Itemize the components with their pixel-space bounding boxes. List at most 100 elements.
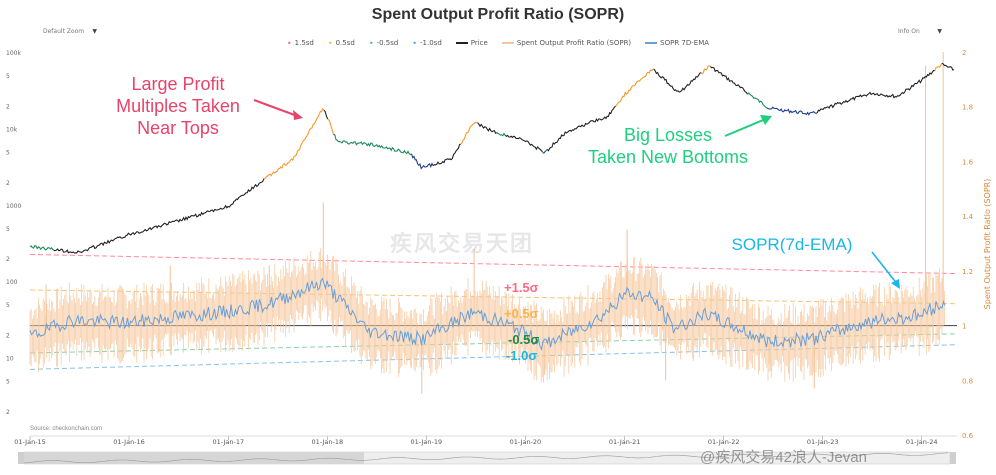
info-toggle[interactable]: Info On ▼ (895, 24, 945, 38)
y-right-tick-label: 1 (962, 323, 966, 331)
y-left-tick-label: 100 (6, 279, 18, 286)
y-left-tick-label: 1000 (6, 203, 21, 210)
arrow-sopr-ema (871, 251, 899, 286)
scroll-left-handle (18, 452, 24, 464)
x-tick-label: 01-Jan-20 (510, 438, 542, 446)
y-right-axis-title: Spent Output Profit Ratio (SOPR) (983, 179, 992, 310)
band-label-minus-1-0: -1.0σ (506, 348, 538, 363)
arrow-head-icon (891, 279, 900, 289)
price-line-segment (263, 107, 325, 180)
y-left-tick-label: 2 (6, 333, 10, 340)
legend-label: Spent Output Profit Ratio (SOPR) (516, 39, 632, 47)
y-right-tick-label: 0.6 (962, 432, 974, 440)
legend-item[interactable]: Price (455, 39, 488, 47)
chart-legend: • 1.5sd • 0.5sd • -0.5sd • -1.0sd Price Spent Out… (0, 39, 996, 47)
band-label-plus-1-5: +1.5σ (504, 280, 539, 295)
price-line-segment (653, 68, 702, 93)
legend-item[interactable]: SOPR 7D-EMA (645, 39, 709, 47)
chevron-down-icon: ▼ (92, 27, 97, 35)
annotation-large-profit: Large Profit Multiples Taken Near Tops (98, 73, 258, 139)
price-line-segment (546, 105, 616, 152)
y-left-tick-label: 5 (6, 302, 10, 309)
price-line-segment (615, 68, 655, 107)
band-0.5sd (29, 289, 958, 305)
legend-label: Price (470, 39, 488, 47)
annotation-line: Taken New Bottoms (587, 147, 749, 167)
price-line-segment (29, 244, 55, 251)
legend-swatch: • (368, 38, 374, 48)
price-line-segment (816, 69, 935, 114)
x-tick-label: 01-Jan-24 (906, 438, 938, 446)
price-line-segment (496, 132, 506, 137)
x-tick-label: 01-Jan-22 (708, 438, 740, 446)
zoom-select[interactable]: Default Zoom ▼ (40, 24, 100, 38)
annotation-sopr-ema: SOPR(7d-EMA) (731, 235, 853, 254)
legend-item[interactable]: • -0.5sd (369, 39, 398, 47)
arrow-big-losses (724, 117, 769, 137)
watermark-handle: @疾风交易42浪人-Jevan (700, 449, 867, 466)
chevron-down-icon: ▼ (937, 27, 942, 35)
annotation-big-losses: Big Losses Taken New Bottoms (568, 124, 768, 168)
x-tick-label: 01-Jan-15 (14, 438, 46, 446)
y-left-tick-label: 2 (6, 256, 10, 263)
zoom-select-label: Default Zoom (43, 27, 85, 35)
price-line-segment (934, 62, 943, 72)
band-label-plus-0-5: +0.5σ (504, 306, 539, 321)
price-line-segment (53, 178, 265, 254)
x-tick-label: 01-Jan-18 (312, 438, 344, 446)
range-scroller-preview (23, 452, 949, 464)
arrow-head-icon (293, 110, 303, 120)
annotation-line: Near Tops (137, 118, 219, 138)
price-line-segment (460, 121, 478, 145)
y-left-tick-label: 5 (6, 73, 10, 80)
y-right-tick-label: 0.8 (962, 377, 973, 385)
price-line-segment (411, 153, 434, 170)
sopr-ema-series (29, 277, 946, 351)
price-line-segment (323, 109, 329, 120)
x-tick-label: 01-Jan-17 (213, 438, 245, 446)
sopr-ema-line (29, 277, 946, 351)
legend-label: SOPR 7D-EMA (660, 39, 710, 47)
legend-item[interactable]: • 1.5sd (287, 39, 314, 47)
y-left-tick-label: 100k (6, 50, 21, 57)
price-line-segment (477, 122, 498, 134)
legend-label: 1.5sd (294, 39, 314, 47)
y-left-tick-label: 10 (6, 356, 14, 363)
band-1.5sd (29, 253, 958, 275)
legend-swatch (501, 42, 514, 44)
price-line-segment (941, 62, 955, 71)
price-line-segment (747, 92, 768, 109)
arrow-large-profit (253, 99, 301, 118)
axes: 100k 5 2 10k 5 2 1000 5 2 100 5 2 10 5 2 2 1.8 1.6 1.4 1.2 1… (6, 49, 992, 446)
y-right-tick-label: 1.6 (962, 158, 974, 166)
price-line-segment (709, 66, 749, 95)
y-left-tick-label: 2 (6, 180, 10, 187)
legend-swatch: • (286, 38, 292, 48)
price-line-segment (432, 143, 461, 167)
legend-label: -1.0sd (420, 39, 442, 47)
legend-item[interactable]: Spent Output Profit Ratio (SOPR) (501, 39, 632, 47)
legend-swatch (645, 42, 658, 44)
annotation-line: Multiples Taken (116, 96, 240, 116)
annotation-arrows (253, 99, 900, 289)
y-right-tick-label: 1.8 (962, 104, 973, 112)
legend-swatch: • (327, 38, 333, 48)
y-left-tick-label: 5 (6, 226, 10, 233)
y-left-tick-label: 2 (6, 409, 10, 416)
legend-label: 0.5sd (335, 39, 355, 47)
chart-title: Spent Output Profit Ratio (SOPR) (371, 6, 625, 23)
price-line-segment (543, 150, 547, 154)
legend-swatch: • (412, 38, 418, 48)
price-series (29, 62, 955, 254)
legend-item[interactable]: • 0.5sd (328, 39, 355, 47)
price-line-segment (327, 118, 335, 135)
y-right-tick-label: 1.2 (962, 268, 973, 276)
legend-item[interactable]: • -1.0sd (412, 39, 441, 47)
range-scroller[interactable] (18, 451, 956, 465)
x-tick-label: 01-Jan-23 (807, 438, 839, 446)
price-line-segment (334, 134, 412, 156)
annotation-line: Large Profit (131, 74, 225, 94)
annotation-line: Big Losses (623, 125, 713, 145)
arrow-head-icon (760, 115, 772, 125)
